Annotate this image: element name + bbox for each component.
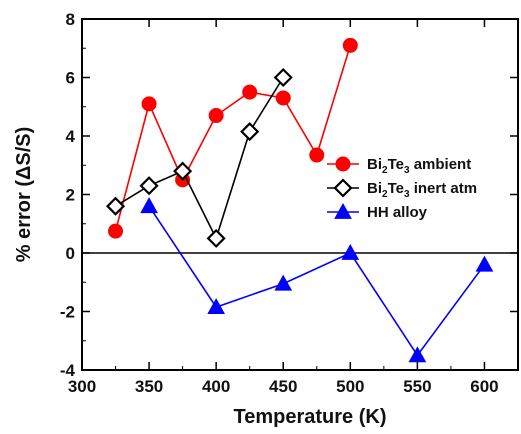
data-point-series-0 <box>309 147 325 163</box>
data-point-series-2 <box>140 197 158 214</box>
data-point-series-0 <box>108 223 124 239</box>
legend-label-part: Bi <box>367 156 382 173</box>
legend-marker-2 <box>334 202 352 219</box>
data-point-series-0 <box>242 84 258 100</box>
x-axis-title: Temperature (K) <box>234 406 387 428</box>
data-point-series-1 <box>173 161 193 181</box>
legend-marker-1 <box>333 178 353 198</box>
x-tick-label: 600 <box>470 377 498 396</box>
y-tick-label: 0 <box>66 244 75 263</box>
y-tick-label: 8 <box>66 10 75 29</box>
legend-marker-0 <box>335 156 351 172</box>
data-point-series-2 <box>341 243 360 260</box>
data-point-series-1 <box>105 196 126 216</box>
x-tick-label: 500 <box>336 377 364 396</box>
data-point-series-1 <box>240 122 260 142</box>
data-point-series-1 <box>206 228 226 248</box>
legend-label-0: Bi2Te3 ambient <box>367 156 471 176</box>
y-tick-label: 4 <box>66 127 76 146</box>
x-tick-label: 450 <box>269 377 297 396</box>
legend-label-part: 3 <box>404 165 410 176</box>
data-point-series-2 <box>408 346 427 363</box>
legend-label-part: 3 <box>404 189 410 200</box>
legend-label-part: Bi <box>367 180 382 197</box>
legend-label-part: 2 <box>382 189 388 200</box>
series-line-0 <box>114 45 352 232</box>
data-point-series-0 <box>275 90 291 106</box>
x-tick-label: 400 <box>202 377 230 396</box>
data-point-series-2 <box>475 255 494 272</box>
data-point-series-0 <box>141 96 157 112</box>
data-point-series-1 <box>139 176 159 196</box>
data-point-series-1 <box>273 67 293 88</box>
y-tick-label: 6 <box>66 69 75 88</box>
x-tick-label: 300 <box>68 377 96 396</box>
y-tick-label: -4 <box>60 361 76 380</box>
series-line-2 <box>148 205 486 357</box>
data-point-series-0 <box>208 108 224 124</box>
x-tick-label: 550 <box>403 377 431 396</box>
legend-label-part: Te <box>388 180 404 197</box>
data-point-series-2 <box>274 274 293 291</box>
legend-label-part: 2 <box>382 165 388 176</box>
series-line-1 <box>115 77 284 241</box>
legend-label-part: HH alloy <box>367 204 428 221</box>
legend-label-1: Bi2Te3 inert atm <box>367 180 477 200</box>
legend-label-part: Te <box>388 156 404 173</box>
y-axis-title: % error (ΔS/S) <box>13 127 35 263</box>
data-point-series-2 <box>207 298 226 315</box>
legend-label-2: HH alloy <box>367 204 428 221</box>
legend-label-part: inert atm <box>410 180 478 197</box>
legend-label-part: ambient <box>410 156 472 173</box>
y-tick-label: -2 <box>60 303 75 322</box>
data-point-series-0 <box>342 37 358 53</box>
x-tick-label: 350 <box>135 377 163 396</box>
y-tick-label: 2 <box>66 186 75 205</box>
